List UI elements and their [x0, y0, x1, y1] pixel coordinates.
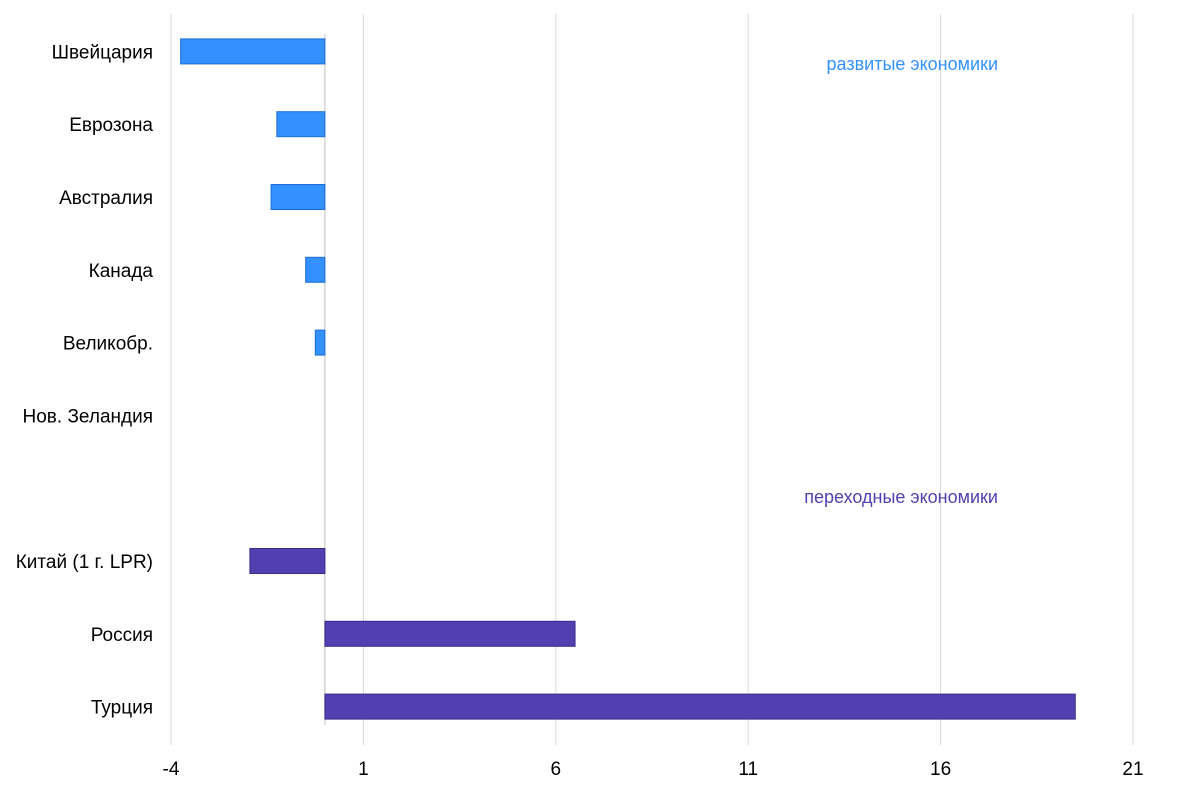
x-tick-label: 1: [358, 759, 369, 780]
category-label: Еврозона: [69, 115, 153, 136]
grid-lines: [170, 14, 1134, 745]
bar-2: [270, 184, 326, 210]
x-tick-labels: -4 1 6 11 16 21: [163, 759, 1144, 780]
x-tick-label: 16: [930, 759, 951, 780]
x-tick-label: 11: [738, 759, 758, 780]
x-tick-label: 6: [551, 759, 562, 780]
category-label: Великобр.: [63, 334, 153, 355]
bar-1: [276, 111, 326, 138]
category-label: Турция: [91, 698, 153, 719]
group-annotations: развитые экономики переходные экономики: [804, 54, 998, 507]
x-tick-label: 21: [1122, 759, 1143, 780]
bar-9: [324, 693, 1076, 720]
category-label: Россия: [91, 625, 153, 646]
category-label: Канада: [89, 261, 154, 282]
bar-3: [305, 256, 326, 283]
category-label: Швейцария: [52, 42, 153, 63]
x-tick-label: -4: [163, 759, 180, 780]
bar-4: [314, 329, 326, 356]
bar-8: [324, 620, 576, 647]
category-label: Нов. Зеландия: [23, 406, 154, 427]
group-annotation-developed: развитые экономики: [827, 54, 998, 74]
group-annotation-transition: переходные экономики: [804, 487, 998, 507]
bars: [180, 38, 1076, 720]
bar-7: [249, 548, 326, 574]
category-label: Китай (1 г. LPR): [16, 552, 153, 573]
category-label: Австралия: [59, 188, 153, 209]
bar-0: [180, 38, 326, 65]
category-labels: Швейцария Еврозона Австралия Канада Великобр…: [16, 42, 154, 718]
